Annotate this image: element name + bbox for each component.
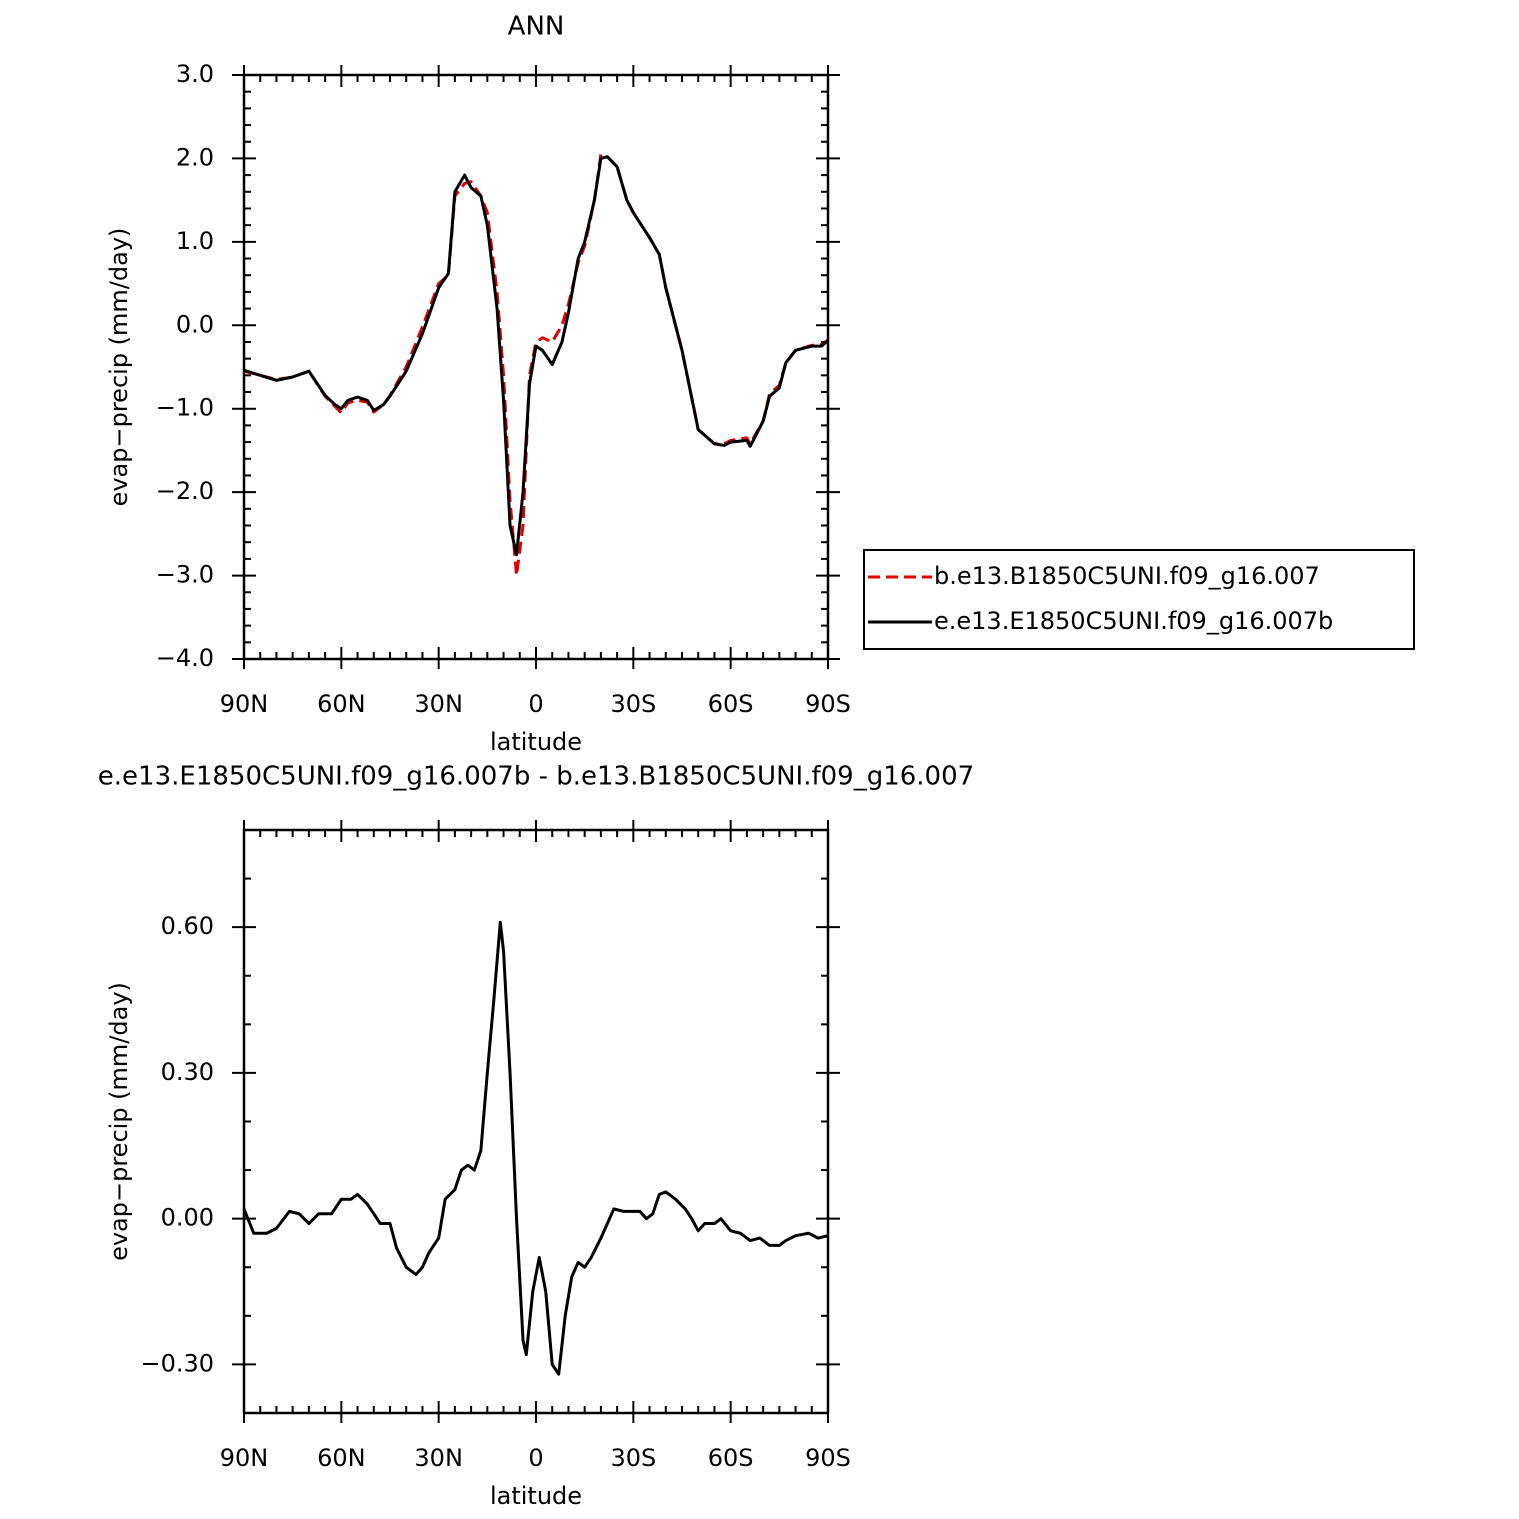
- y-tick-label: 0.00: [161, 1204, 214, 1232]
- data-line: [243, 155, 830, 557]
- y-axis-label: evap−precip (mm/day): [105, 982, 133, 1261]
- y-tick-label: −2.0: [156, 477, 214, 505]
- x-tick-label: 90S: [805, 690, 851, 718]
- x-tick-label: 90N: [220, 690, 269, 718]
- x-tick-label: 30N: [414, 690, 463, 718]
- x-axis-label: latitude: [490, 728, 582, 756]
- x-tick-label: 60S: [708, 690, 754, 718]
- x-tick-label: 60N: [317, 690, 366, 718]
- plot-frame: [242, 828, 830, 1415]
- chart-title: ANN: [508, 12, 565, 42]
- x-tick-label: 90S: [805, 1444, 851, 1472]
- x-tick-label: 30N: [414, 1444, 463, 1472]
- plot-frame: [242, 73, 830, 661]
- y-tick-label: 0.60: [161, 912, 214, 940]
- x-tick-label: 60S: [708, 1444, 754, 1472]
- x-tick-label: 30S: [610, 1444, 656, 1472]
- y-tick-label: −4.0: [156, 644, 214, 672]
- x-tick-label: 0: [528, 1444, 543, 1472]
- x-tick-label: 30S: [610, 690, 656, 718]
- y-tick-label: 3.0: [176, 60, 214, 88]
- y-tick-label: −3.0: [156, 561, 214, 589]
- x-tick-label: 60N: [317, 1444, 366, 1472]
- y-axis-label: evap−precip (mm/day): [105, 228, 133, 507]
- x-tick-label: 90N: [220, 1444, 269, 1472]
- x-axis-label: latitude: [490, 1482, 582, 1510]
- y-tick-label: 1.0: [176, 227, 214, 255]
- legend-label: e.e13.E1850C5UNI.f09_g16.007b: [934, 607, 1333, 635]
- y-tick-label: 0.0: [176, 310, 214, 338]
- data-line: [243, 152, 829, 578]
- chart-title: e.e13.E1850C5UNI.f09_g16.007b - b.e13.B1…: [98, 762, 974, 792]
- legend-label: b.e13.B1850C5UNI.f09_g16.007: [934, 562, 1320, 590]
- y-tick-label: 2.0: [176, 143, 214, 171]
- data-line: [242, 920, 829, 1376]
- legend-box: [863, 549, 1415, 650]
- y-tick-label: −1.0: [156, 394, 214, 422]
- y-tick-label: −0.30: [140, 1349, 214, 1377]
- x-tick-label: 0: [528, 690, 543, 718]
- y-tick-label: 0.30: [161, 1058, 214, 1086]
